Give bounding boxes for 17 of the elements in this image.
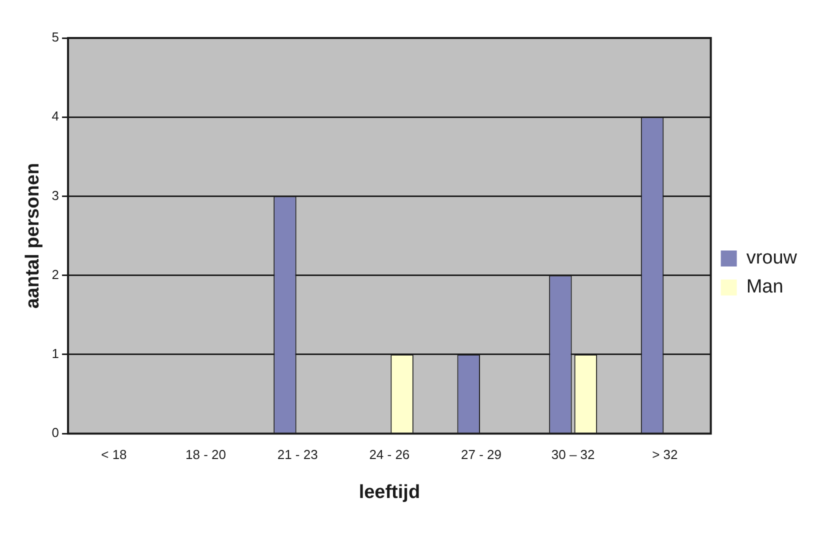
y-tick-label: 1 (52, 346, 60, 362)
legend-label: Man (746, 276, 784, 298)
x-tick-label: 27 - 29 (461, 446, 502, 462)
legend-label: vrouw (746, 248, 798, 269)
x-tick-label: > 32 (652, 446, 678, 462)
x-tick-label: < 18 (101, 446, 127, 462)
y-tick-label: 5 (52, 30, 60, 45)
x-axis-title: leeftijd (358, 482, 420, 503)
x-tick-label: 18 - 20 (186, 446, 226, 462)
x-tick-label: 24 - 26 (369, 446, 410, 462)
y-tick-label: 2 (52, 266, 60, 282)
x-tick-label: 21 - 23 (277, 446, 318, 462)
y-tick-label: 4 (52, 108, 60, 124)
y-tick-label: 3 (52, 188, 60, 203)
y-tick-label: 0 (52, 425, 60, 440)
x-tick-label: 30 – 32 (551, 446, 595, 462)
y-axis-title: aantal personen (22, 162, 44, 309)
